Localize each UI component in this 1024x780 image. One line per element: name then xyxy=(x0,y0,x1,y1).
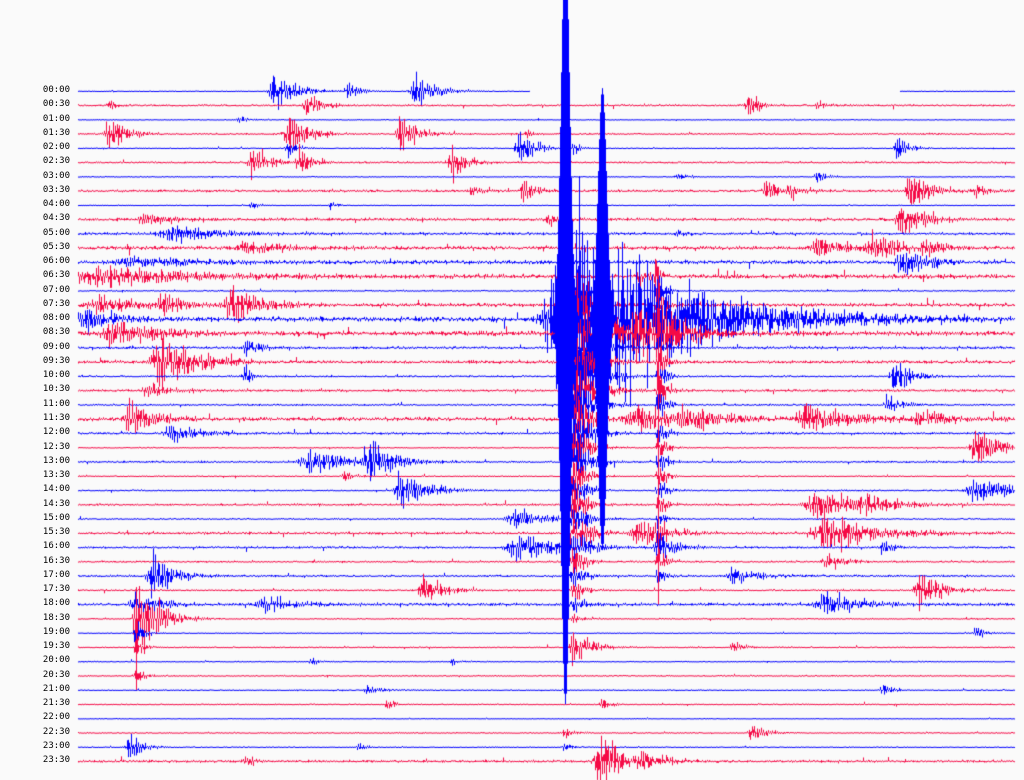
time-axis-label: 05:30 xyxy=(42,241,70,252)
time-axis-label: 23:30 xyxy=(42,755,70,766)
time-axis-label: 22:00 xyxy=(42,712,70,723)
time-axis: 00:00 00:30 01:00 01:30 02:00 02:30 03:00 03:30… xyxy=(0,0,78,780)
time-axis-label: 17:00 xyxy=(42,569,70,580)
time-axis-label: 01:00 xyxy=(42,113,70,124)
time-axis-label: 19:00 xyxy=(42,626,70,637)
time-axis-label: 03:30 xyxy=(42,184,70,195)
time-axis-label: 06:00 xyxy=(42,256,70,267)
time-axis-label: 11:00 xyxy=(42,398,70,409)
time-axis-label: 18:30 xyxy=(42,612,70,623)
time-axis-label: 16:00 xyxy=(42,541,70,552)
time-axis-label: 04:00 xyxy=(42,199,70,210)
time-axis-label: 04:30 xyxy=(42,213,70,224)
time-axis-label: 03:00 xyxy=(42,170,70,181)
time-axis-label: 12:00 xyxy=(42,427,70,438)
time-axis-label: 21:30 xyxy=(42,698,70,709)
time-axis-label: 00:30 xyxy=(42,99,70,110)
time-axis-label: 21:00 xyxy=(42,683,70,694)
time-axis-label: 05:00 xyxy=(42,227,70,238)
time-axis-label: 18:00 xyxy=(42,598,70,609)
time-axis-label: 23:00 xyxy=(42,740,70,751)
time-axis-label: 15:00 xyxy=(42,512,70,523)
time-axis-label: 11:30 xyxy=(42,412,70,423)
time-axis-label: 06:30 xyxy=(42,270,70,281)
time-axis-label: 22:30 xyxy=(42,726,70,737)
time-axis-label: 14:00 xyxy=(42,484,70,495)
time-axis-label: 10:00 xyxy=(42,370,70,381)
time-axis-label: 17:30 xyxy=(42,584,70,595)
time-axis-label: 12:30 xyxy=(42,441,70,452)
time-axis-label: 02:00 xyxy=(42,142,70,153)
time-axis-label: 10:30 xyxy=(42,384,70,395)
time-axis-label: 13:30 xyxy=(42,470,70,481)
time-axis-label: 20:00 xyxy=(42,655,70,666)
time-axis-label: 07:30 xyxy=(42,298,70,309)
time-axis-label: 14:30 xyxy=(42,498,70,509)
time-axis-label: 16:30 xyxy=(42,555,70,566)
time-axis-label: 08:30 xyxy=(42,327,70,338)
time-axis-label: 01:30 xyxy=(42,127,70,138)
time-axis-label: 19:30 xyxy=(42,641,70,652)
time-axis-label: 15:30 xyxy=(42,527,70,538)
time-axis-label: 02:30 xyxy=(42,156,70,167)
time-axis-label: 09:30 xyxy=(42,355,70,366)
time-axis-label: 13:00 xyxy=(42,455,70,466)
time-axis-label: 09:00 xyxy=(42,341,70,352)
time-axis-label: 00:00 xyxy=(42,85,70,95)
time-axis-label: 07:00 xyxy=(42,284,70,295)
time-axis-label: 08:00 xyxy=(42,313,70,324)
time-axis-label: 20:30 xyxy=(42,669,70,680)
